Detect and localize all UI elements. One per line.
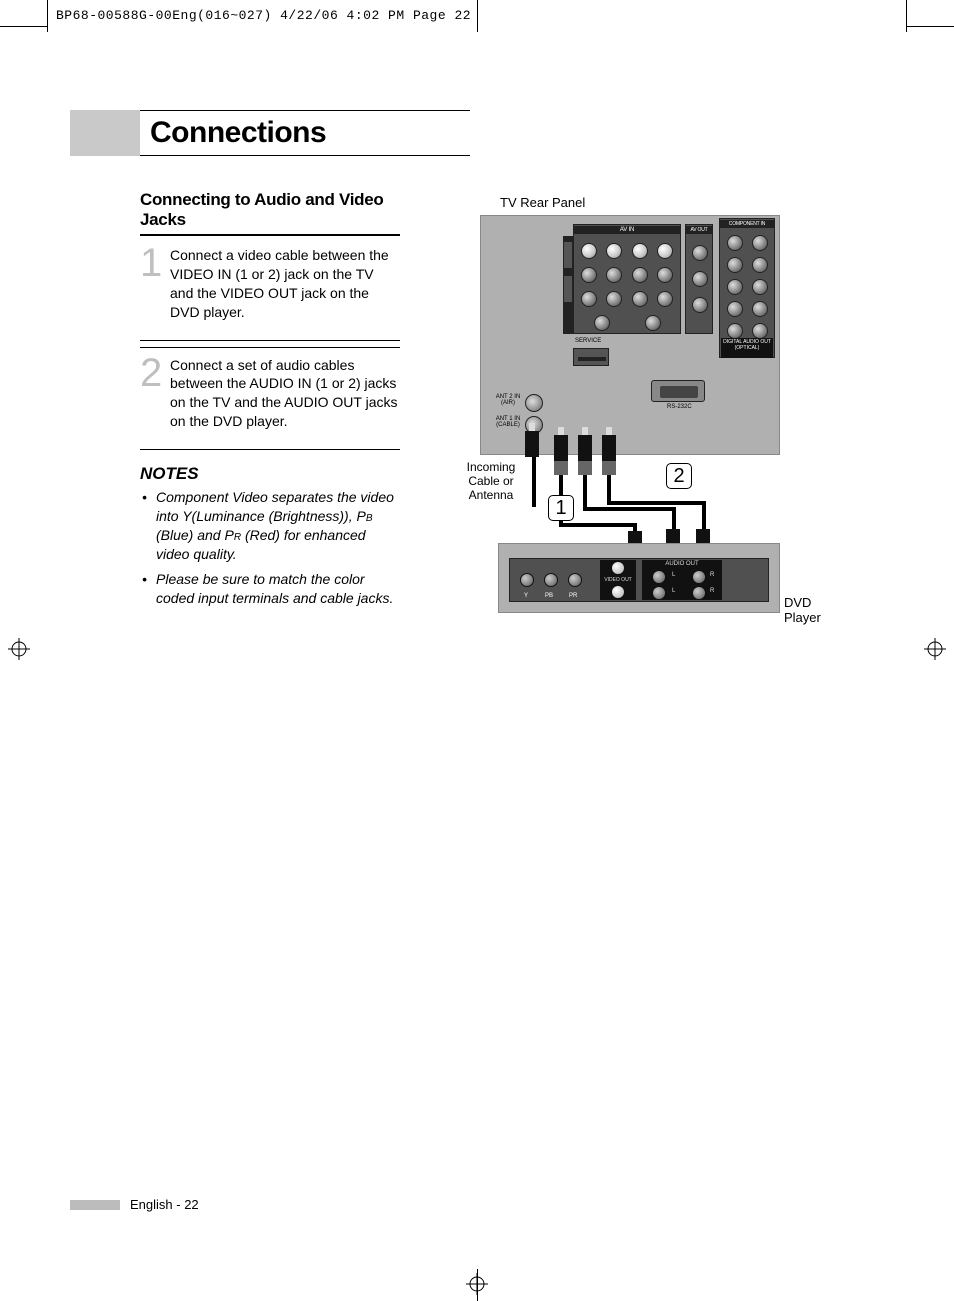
dvd-player-label: DVD Player — [784, 595, 821, 625]
step-number: 1 — [140, 246, 170, 322]
dvd-video-out: VIDEO OUT — [600, 560, 636, 600]
registration-mark-icon — [8, 638, 30, 660]
service-label: SERVICE — [575, 338, 601, 344]
crop-mark — [477, 0, 478, 32]
cable-plug-icon — [578, 435, 592, 461]
note-text: Component Video separates the video into… — [156, 489, 394, 524]
cable-plug-icon — [554, 435, 568, 461]
section-title-block: Connections — [70, 110, 470, 156]
step-2: 2 Connect a set of audio cables between … — [140, 347, 400, 451]
cable-plug-icon — [602, 435, 616, 461]
av-in-block: AV IN — [573, 224, 681, 334]
av-out-label: AV OUT — [686, 226, 712, 234]
dvd-component-jacks: Y PB PR — [520, 573, 582, 587]
print-header: BP68-00588G-00Eng(016~027) 4/22/06 4:02 … — [56, 8, 471, 23]
registration-mark-icon — [924, 638, 946, 660]
jack-label: L — [672, 588, 675, 594]
digital-audio-label: DIGITAL AUDIO OUT (OPTICAL) — [721, 338, 773, 358]
incoming-cable-label: Incoming Cable or Antenna — [460, 461, 522, 502]
note-subscript: R — [234, 532, 241, 543]
note-text: (Blue) and P — [156, 527, 234, 543]
step-text: Connect a set of audio cables between th… — [170, 356, 400, 432]
video-out-label: VIDEO OUT — [604, 577, 632, 583]
component-in-block: COMPONENT IN — [719, 218, 775, 358]
note-item: Please be sure to match the color coded … — [156, 570, 400, 608]
crop-mark — [906, 26, 954, 27]
notes-list: Component Video separates the video into… — [140, 488, 400, 607]
note-subscript: B — [366, 513, 373, 524]
cable-audio — [607, 475, 611, 503]
av-in-label: AV IN — [574, 226, 680, 234]
service-slot — [573, 348, 609, 366]
notes-heading: NOTES — [140, 464, 400, 484]
subheading: Connecting to Audio and Video Jacks — [140, 190, 400, 236]
left-column: Connecting to Audio and Video Jacks 1 Co… — [140, 190, 400, 613]
footer-bar — [70, 1200, 120, 1210]
step-text: Connect a video cable between the VIDEO … — [170, 246, 400, 322]
tv-panel-label: TV Rear Panel — [500, 195, 585, 210]
step-number: 2 — [140, 356, 170, 432]
crop-mark — [906, 0, 907, 32]
jack-label: R — [710, 588, 714, 594]
ant-label: ANT 2 IN (AIR) — [493, 394, 523, 406]
component-label: COMPONENT IN — [720, 220, 774, 228]
cable-video — [559, 523, 637, 527]
section-title: Connections — [140, 110, 470, 156]
jack-label: PR — [569, 593, 577, 599]
page-content: Connections Connecting to Audio and Vide… — [50, 30, 904, 1270]
callout-1: 1 — [548, 495, 574, 521]
note-item: Component Video separates the video into… — [156, 488, 400, 564]
page-footer: English - 22 — [70, 1197, 199, 1212]
callout-2: 2 — [666, 463, 692, 489]
av-out-block: AV OUT — [685, 224, 713, 334]
dvd-player-panel: Y PB PR VIDEO OUT AUDIO OUT L R — [498, 543, 780, 613]
audio-out-label: AUDIO OUT — [642, 561, 722, 567]
cable-plug-icon — [525, 431, 539, 457]
crop-mark — [47, 0, 48, 32]
jack-label: R — [710, 572, 714, 578]
side-strip — [563, 236, 573, 334]
footer-text: English - 22 — [130, 1197, 199, 1212]
rs232-port — [651, 380, 705, 402]
ant-label: ANT 1 IN (CABLE) — [493, 416, 523, 428]
jack-label: PB — [545, 593, 553, 599]
jack-label: L — [672, 572, 675, 578]
crop-mark — [0, 26, 48, 27]
cable-audio — [607, 501, 705, 505]
step-1: 1 Connect a video cable between the VIDE… — [140, 242, 400, 341]
dvd-audio-out: AUDIO OUT L R L R — [642, 560, 722, 600]
antenna-jack-icon — [525, 394, 543, 412]
dvd-jack-strip: Y PB PR VIDEO OUT AUDIO OUT L R — [509, 558, 769, 602]
tv-rear-panel: AV IN AV OUT COMPONENT IN DIGITAL A — [480, 215, 780, 455]
registration-mark-icon — [466, 1273, 488, 1295]
title-gray-box — [70, 110, 140, 156]
cable-audio — [583, 507, 675, 511]
cable-audio — [583, 475, 587, 509]
jack-label: Y — [524, 593, 528, 599]
rs232-label: RS-232C — [667, 404, 692, 410]
